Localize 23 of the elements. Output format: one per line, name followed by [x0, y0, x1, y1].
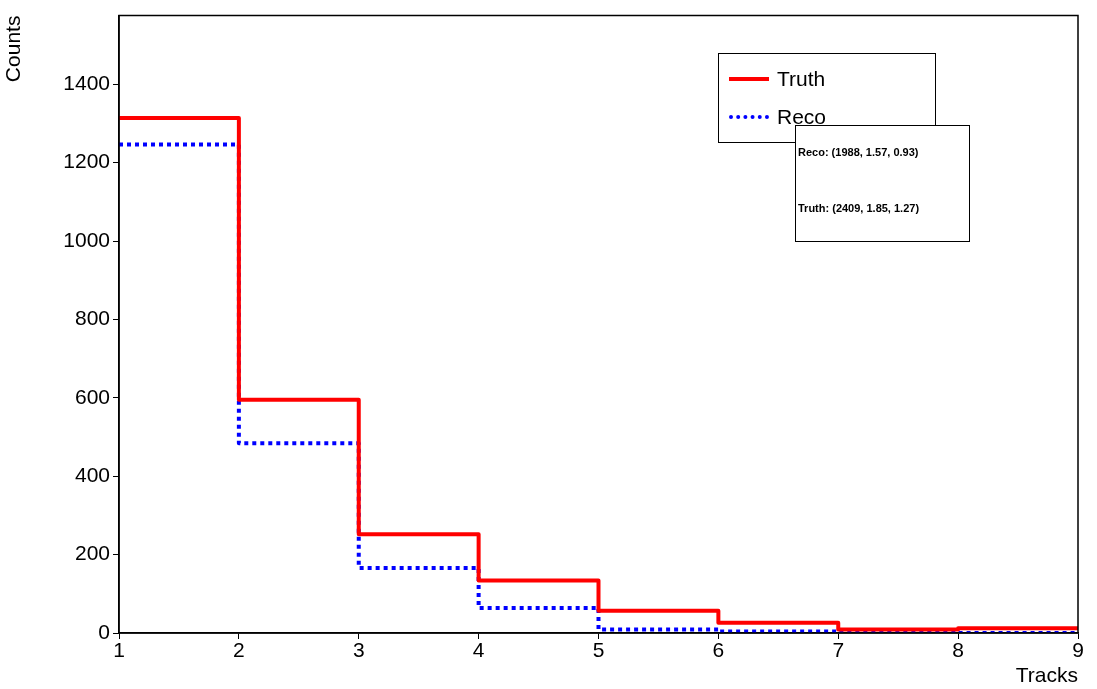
x-axis-title: Tracks — [1015, 663, 1078, 687]
y-tick-label: 1200 — [63, 149, 110, 173]
note-box: Reco: (1988, 1.57, 0.93) Truth: (2409, 1.85, 1.27) — [795, 125, 970, 242]
annotation: Reco: (1988, 1.57, 0.93) — [798, 146, 920, 158]
y-tick-label: 800 — [74, 306, 110, 330]
x-tick-label: 6 — [712, 638, 725, 662]
x-tick-label: 2 — [233, 638, 245, 662]
legend-label: Truth — [777, 66, 826, 91]
x-tick-label: 3 — [352, 638, 365, 662]
y-tick-label: 1000 — [63, 227, 110, 251]
y-tick-label: 600 — [74, 384, 110, 408]
y-tick-label: 1400 — [63, 71, 110, 94]
annotation: Truth: (2409, 1.85, 1.27) — [798, 202, 921, 214]
x-tick-label: 1 — [113, 638, 125, 662]
y-tick-label: 0 — [98, 619, 110, 643]
y-tick-label: 200 — [74, 541, 110, 565]
x-tick-label: 5 — [592, 638, 605, 662]
x-tick-label: 7 — [832, 638, 845, 662]
x-tick-label: 9 — [1072, 638, 1084, 662]
x-tick-label: 4 — [472, 638, 485, 662]
y-tick-label: 400 — [74, 463, 110, 486]
y-axis-title: Counts — [1, 15, 25, 83]
x-tick-label: 8 — [952, 638, 964, 662]
